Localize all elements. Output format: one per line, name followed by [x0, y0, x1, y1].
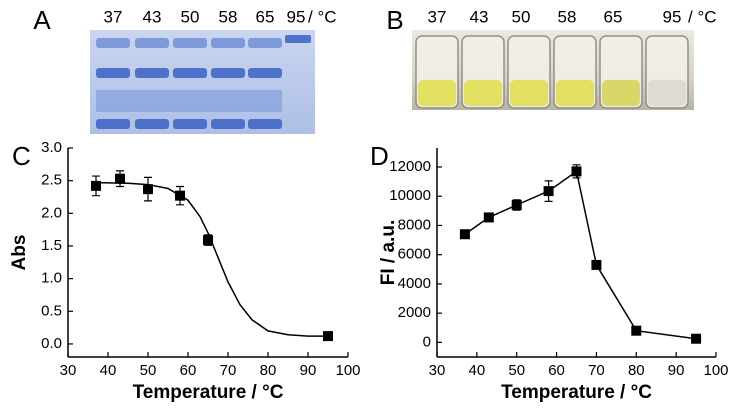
- lane-label: 58: [558, 7, 577, 26]
- lane-label: 43: [143, 7, 162, 26]
- x-axis-label: Temperature / °C: [133, 382, 284, 403]
- unit-label: / °C: [308, 7, 337, 26]
- x-tick-label: 90: [300, 362, 317, 379]
- y-tick-label: 10000: [389, 187, 431, 204]
- y-tick-label: 12000: [389, 158, 431, 175]
- marker: [571, 166, 582, 177]
- marker: [631, 325, 642, 336]
- panel-label: B: [386, 5, 403, 35]
- y-tick-label: 0.5: [41, 302, 62, 319]
- y-tick-label: 4000: [398, 275, 431, 292]
- lane-label: 37: [104, 7, 123, 26]
- y-tick-label: 6000: [398, 246, 431, 263]
- x-axis-label: Temperature / °C: [501, 382, 652, 403]
- y-tick-label: 2.0: [41, 204, 62, 221]
- marker: [143, 184, 153, 195]
- y-tick-label: 2000: [398, 304, 431, 321]
- gel-photo: [90, 30, 315, 134]
- marker: [459, 229, 470, 240]
- y-tick-label: 0: [423, 333, 431, 350]
- y-tick-label: 3.0: [41, 139, 62, 156]
- marker: [511, 200, 522, 210]
- x-tick-label: 50: [140, 362, 157, 379]
- y-tick-label: 8000: [398, 216, 431, 233]
- y-tick-label: 2.5: [41, 172, 62, 189]
- y-axis-label: Abs: [9, 235, 30, 271]
- data-line: [464, 170, 697, 340]
- y-tick-label: 1.0: [41, 270, 62, 287]
- vial-photo: [412, 30, 694, 110]
- marker: [691, 333, 702, 344]
- lane-label: 37: [428, 7, 447, 26]
- unit-label: / °C: [688, 7, 717, 26]
- x-tick-label: 100: [703, 362, 728, 379]
- marker: [91, 180, 101, 191]
- marker: [543, 186, 554, 197]
- x-tick-label: 40: [469, 362, 486, 379]
- x-tick-label: 30: [429, 362, 446, 379]
- x-tick-label: 70: [220, 362, 237, 379]
- lane-label: 95: [287, 7, 306, 26]
- marker: [591, 259, 602, 270]
- lane-label: 65: [256, 7, 275, 26]
- y-axis-label: FI / a.u.: [378, 220, 399, 285]
- x-tick-label: 40: [100, 362, 117, 379]
- lane-label: 50: [512, 7, 531, 26]
- x-tick-label: 60: [180, 362, 197, 379]
- panel-label: A: [33, 5, 51, 35]
- x-tick-label: 70: [588, 362, 605, 379]
- panel-label: D: [370, 141, 389, 171]
- y-tick-label: 0.0: [41, 335, 62, 352]
- lane-label: 50: [181, 7, 200, 26]
- lane-label: 95: [663, 7, 682, 26]
- marker: [483, 212, 494, 223]
- x-tick-label: 80: [260, 362, 277, 379]
- x-tick-label: 60: [548, 362, 565, 379]
- data-line: [95, 181, 328, 337]
- lane-label: 58: [219, 7, 238, 26]
- lane-label: 43: [470, 7, 489, 26]
- x-tick-label: 80: [628, 362, 645, 379]
- lane-label: 65: [604, 7, 623, 26]
- x-tick-label: 90: [668, 362, 685, 379]
- marker: [115, 173, 125, 184]
- panel-label: C: [12, 141, 31, 171]
- marker: [203, 235, 213, 246]
- y-tick-label: 1.5: [41, 237, 62, 254]
- x-tick-label: 50: [508, 362, 525, 379]
- x-tick-label: 100: [335, 362, 360, 379]
- x-tick-label: 30: [60, 362, 77, 379]
